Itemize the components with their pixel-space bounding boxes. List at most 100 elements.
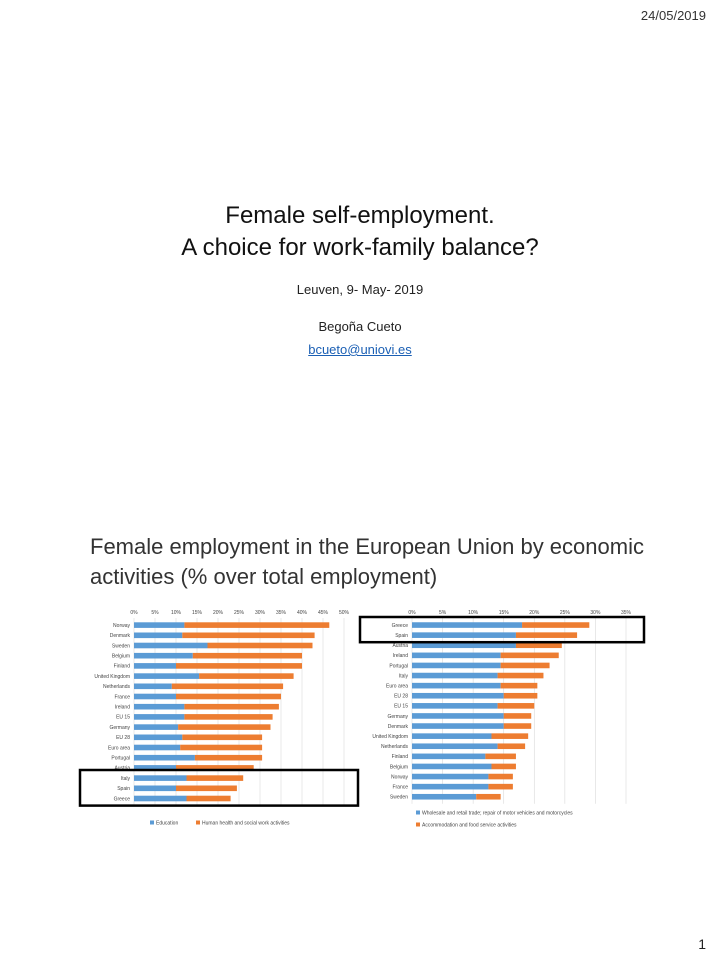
x-tick-label: 10%: [171, 610, 182, 616]
category-label: Ireland: [115, 705, 131, 711]
category-label: Belgium: [112, 654, 130, 660]
x-tick-label: 0%: [130, 610, 138, 616]
bar-segment-orange: [184, 714, 273, 720]
bar-segment-blue: [134, 703, 185, 710]
bar-segment-orange: [176, 785, 237, 792]
x-tick-label: 45%: [318, 610, 329, 616]
category-label: Finland: [114, 664, 131, 670]
page-number: 1: [698, 936, 706, 952]
category-label: France: [114, 694, 130, 700]
bar-segment-orange: [515, 642, 562, 649]
x-tick-label: 25%: [234, 610, 245, 616]
bar-segment-blue: [412, 652, 501, 659]
category-label: Sweden: [390, 795, 408, 801]
x-tick-label: 15%: [499, 610, 510, 616]
category-label: Portugal: [111, 756, 130, 762]
bar-segment-orange: [194, 754, 263, 761]
x-tick-label: 35%: [621, 610, 632, 616]
category-label: Netherlands: [381, 744, 408, 750]
legend-label: Human health and social work activities: [202, 821, 290, 827]
bar-segment-orange: [491, 733, 529, 739]
author-name: Begoña Cueto: [318, 319, 402, 334]
bar-segment-orange: [186, 795, 231, 802]
bar-segment-blue: [412, 743, 498, 750]
bar-segment-orange: [182, 632, 315, 639]
bar-segment-orange: [500, 682, 538, 689]
author-email-link[interactable]: bcueto@uniovi.es: [308, 342, 412, 357]
category-label: Greece: [114, 796, 131, 802]
category-label: EU 28: [116, 735, 130, 741]
legend-label: Accommodation and food service activitie…: [422, 823, 517, 829]
bar-segment-orange: [184, 703, 279, 710]
bar-segment-blue: [412, 793, 477, 800]
bar-segment-blue: [412, 672, 498, 679]
bar-segment-blue: [412, 713, 504, 719]
category-label: EU 15: [116, 715, 130, 721]
bar-segment-orange: [476, 793, 501, 800]
category-label: United Kingdom: [94, 674, 130, 680]
bar-segment-blue: [134, 642, 208, 649]
slide-title-line-1: Female self-employment.: [225, 202, 495, 229]
title-slide: Female self-employment. A choice for wor…: [0, 200, 720, 359]
bar-segment-blue: [134, 632, 183, 639]
x-tick-label: 30%: [590, 610, 601, 616]
category-label: Germany: [387, 714, 408, 720]
bar-segment-orange: [178, 724, 271, 730]
category-label: Austria: [114, 766, 130, 772]
bar-segment-orange: [515, 632, 578, 638]
bar-segment-blue: [412, 753, 486, 760]
bar-segment-blue: [134, 775, 187, 781]
category-label: Norway: [113, 623, 130, 629]
category-label: France: [392, 784, 408, 790]
bar-segment-orange: [176, 663, 302, 669]
category-label: Ireland: [393, 653, 409, 659]
bar-segment-blue: [412, 682, 501, 689]
legend-swatch: [150, 820, 154, 825]
category-label: Italy: [121, 776, 131, 782]
bar-segment-blue: [134, 734, 183, 741]
bar-segment-blue: [412, 622, 523, 628]
legend-swatch: [416, 822, 420, 827]
bar-segment-orange: [497, 672, 544, 679]
category-label: Euro area: [108, 745, 130, 751]
bar-segment-blue: [412, 733, 492, 739]
chart-slide-title: Female employment in the European Union …: [90, 534, 644, 589]
legend-swatch: [196, 820, 200, 825]
category-label: Germany: [109, 725, 130, 731]
legend-swatch: [416, 810, 420, 815]
category-label: United Kingdom: [372, 734, 408, 740]
bar-segment-blue: [134, 622, 185, 628]
x-tick-label: 25%: [560, 610, 571, 616]
category-label: Belgium: [390, 764, 408, 770]
bar-segment-blue: [412, 642, 516, 649]
category-label: Spain: [117, 786, 130, 792]
bar-segment-orange: [500, 662, 550, 669]
x-tick-label: 15%: [192, 610, 203, 616]
bar-segment-blue: [134, 693, 176, 700]
x-tick-label: 5%: [151, 610, 159, 616]
bar-segment-orange: [184, 622, 330, 628]
bar-segment-orange: [500, 652, 559, 659]
bar-segment-blue: [134, 673, 200, 679]
bar-segment-blue: [412, 662, 501, 669]
bar-segment-blue: [134, 652, 193, 659]
bar-segment-orange: [186, 775, 244, 781]
bar-segment-orange: [503, 713, 532, 719]
x-tick-label: 35%: [276, 610, 287, 616]
bar-segment-orange: [497, 703, 535, 709]
bar-segment-orange: [497, 743, 526, 750]
category-label: Denmark: [110, 633, 131, 639]
bar-segment-blue: [412, 763, 492, 770]
bar-segment-blue: [134, 754, 195, 761]
category-label: Spain: [395, 633, 408, 639]
bar-segment-blue: [412, 723, 504, 729]
bar-segment-blue: [134, 714, 185, 720]
bar-segment-orange: [485, 753, 516, 760]
x-tick-label: 20%: [529, 610, 540, 616]
bar-segment-blue: [412, 773, 489, 780]
bar-segment-orange: [176, 693, 281, 700]
bar-segment-blue: [134, 785, 176, 792]
bar-segment-blue: [134, 744, 181, 751]
x-tick-label: 5%: [439, 610, 447, 616]
bar-segment-orange: [522, 622, 590, 628]
